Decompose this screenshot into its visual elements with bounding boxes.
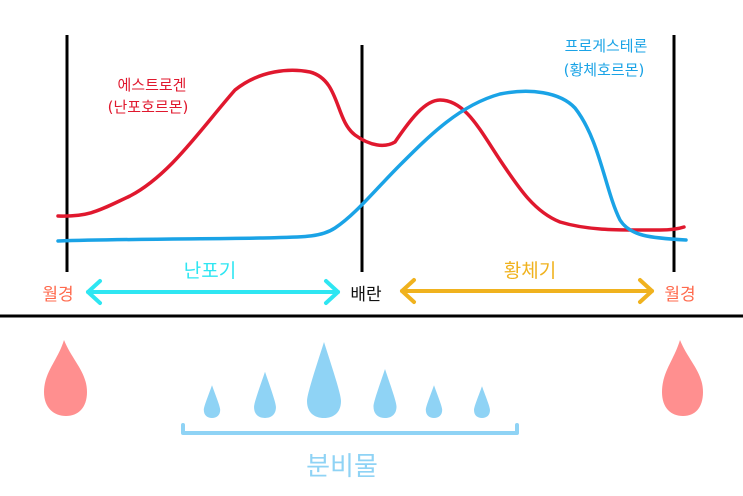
discharge-drop <box>254 371 276 418</box>
discharge-label: 분비물 <box>306 452 378 482</box>
menstruation-left-label: 월경 <box>42 285 73 305</box>
progesterone-sub-label: (황체호르몬) <box>564 61 645 79</box>
menstrual-drop-right <box>662 340 703 416</box>
discharge-drop <box>425 385 443 418</box>
ovulation-label: 배란 <box>350 285 382 305</box>
discharge-drop <box>307 342 341 418</box>
luteal-phase-arrow <box>400 278 654 304</box>
estrogen-label: 에스트로겐 <box>117 76 186 94</box>
discharge-drop <box>474 386 490 418</box>
progesterone-curve <box>56 89 688 243</box>
discharge-drop <box>373 369 397 418</box>
menstrual-drop-left <box>44 340 87 416</box>
menstruation-right-label: 월경 <box>664 285 695 305</box>
follicular-phase-label: 난포기 <box>184 260 236 282</box>
discharge-bracket <box>181 423 519 435</box>
luteal-phase-label: 황체기 <box>504 260 556 282</box>
discharge-drop <box>203 385 221 418</box>
discharge-drops <box>203 342 490 418</box>
estrogen-curve <box>56 68 686 232</box>
progesterone-label: 프로게스테론 <box>565 37 648 55</box>
estrogen-sub-label: (난포호르몬) <box>108 98 189 116</box>
follicular-phase-arrow <box>86 279 340 305</box>
